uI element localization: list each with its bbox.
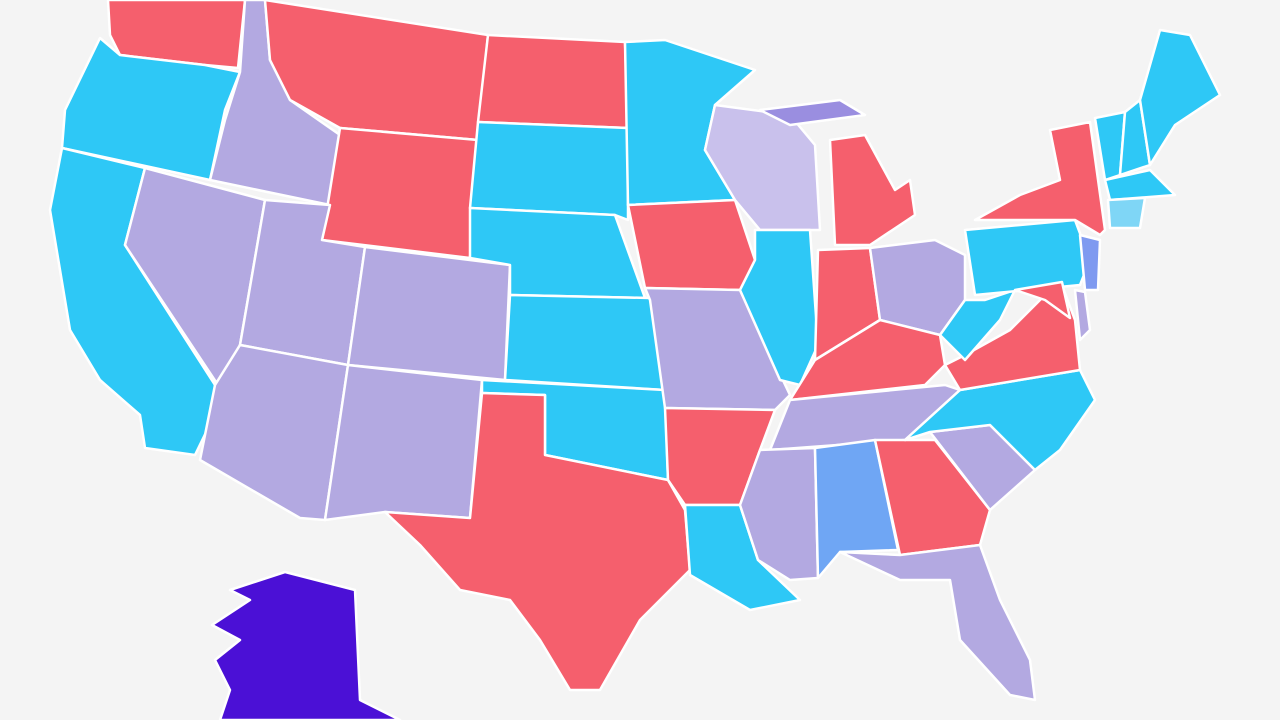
state	[503, 293, 667, 392]
state	[210, 570, 402, 720]
state	[626, 198, 757, 292]
state	[828, 133, 917, 247]
state	[476, 33, 630, 130]
state	[1073, 288, 1092, 342]
state	[468, 120, 630, 222]
state	[973, 120, 1107, 237]
state	[738, 228, 820, 387]
state	[346, 245, 512, 382]
state	[813, 438, 900, 580]
state	[838, 543, 1037, 702]
state	[873, 438, 992, 557]
state	[1138, 28, 1222, 167]
state	[758, 98, 867, 127]
state	[1078, 233, 1102, 292]
state	[60, 36, 242, 182]
state	[1106, 196, 1147, 230]
state	[320, 126, 480, 260]
state	[383, 391, 692, 692]
state	[1013, 280, 1072, 320]
state	[1103, 168, 1177, 202]
state	[323, 363, 484, 522]
state	[963, 218, 1092, 297]
